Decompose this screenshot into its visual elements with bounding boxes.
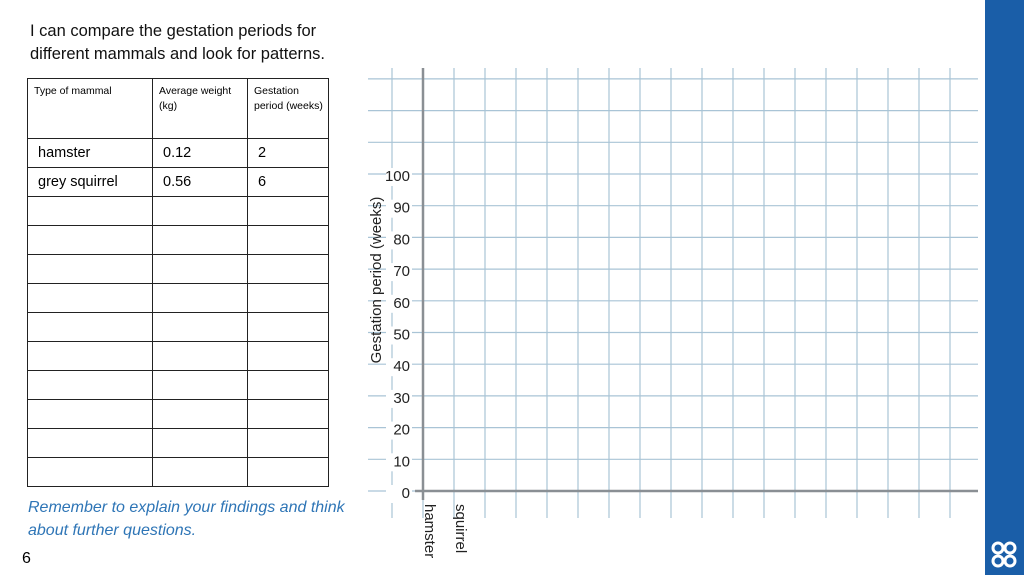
header-cell: Type of mammal	[27, 78, 153, 139]
y-tick-label: 40	[393, 358, 410, 375]
y-tick-label: 80	[393, 231, 410, 248]
table-cell: 0.12	[152, 138, 248, 168]
tick-bg	[386, 326, 412, 345]
data-table: Type of mammal Average weight (kg) Gesta…	[27, 78, 329, 487]
table-cell	[27, 196, 153, 226]
table-cell: grey squirrel	[27, 167, 153, 197]
tick-bg	[386, 263, 412, 282]
table-cell	[152, 341, 248, 371]
table-cell	[247, 428, 329, 458]
table-cell	[152, 225, 248, 255]
x-label: hamster	[421, 504, 438, 558]
table-cell: hamster	[27, 138, 153, 168]
table-row	[27, 254, 329, 284]
y-tick-label: 50	[393, 326, 410, 343]
tick-bg	[386, 358, 412, 377]
logo	[991, 541, 1017, 568]
table-row: hamster 0.12 2	[27, 138, 329, 168]
table-cell	[27, 225, 153, 255]
y-tick-label: 0	[402, 485, 410, 502]
table-row	[27, 457, 329, 487]
tick-bg	[386, 231, 412, 250]
y-axis-label: Gestation period (weeks)	[368, 197, 385, 364]
y-tick-label: 100	[385, 168, 410, 185]
tick-bg	[386, 199, 412, 218]
table-cell	[27, 370, 153, 400]
y-tick-label: 20	[393, 422, 410, 439]
y-tick-label: 60	[393, 295, 410, 312]
tick-bg	[386, 485, 412, 503]
table-cell	[247, 196, 329, 226]
table-cell	[152, 428, 248, 458]
table-cell	[27, 428, 153, 458]
tick-bg	[386, 168, 412, 186]
tick-bg	[386, 453, 412, 472]
header-row: Type of mammal Average weight (kg) Gesta…	[27, 78, 329, 139]
table-cell: 2	[247, 138, 329, 168]
graph: Gestation period (weeks) hamster squirre…	[368, 68, 978, 558]
header-cell: Gestation period (weeks)	[247, 78, 329, 139]
table-cell	[27, 254, 153, 284]
brand-bar	[985, 0, 1024, 575]
table-row	[27, 196, 329, 226]
table-row	[27, 283, 329, 313]
title: I can compare the gestation periods for …	[30, 22, 326, 63]
y-tick-label: 30	[393, 390, 410, 407]
y-tick-label: 90	[393, 200, 410, 217]
table-cell	[152, 457, 248, 487]
table-row: grey squirrel 0.56 6	[27, 167, 329, 197]
page-number: 6	[22, 550, 31, 567]
reminder: Remember to explain your findings and th…	[28, 499, 345, 539]
y-tick-label: 10	[393, 453, 410, 470]
y-tick-label: 70	[393, 263, 410, 280]
table-cell	[247, 457, 329, 487]
table-cell	[247, 370, 329, 400]
x-label: squirrel	[452, 504, 469, 553]
tick-bg	[386, 389, 412, 408]
tick-bg	[386, 421, 412, 440]
table-cell	[247, 225, 329, 255]
table-cell	[27, 399, 153, 429]
table-row	[27, 370, 329, 400]
table-row	[27, 399, 329, 429]
tick-bg	[386, 294, 412, 313]
table-row	[27, 428, 329, 458]
table-row	[27, 225, 329, 255]
